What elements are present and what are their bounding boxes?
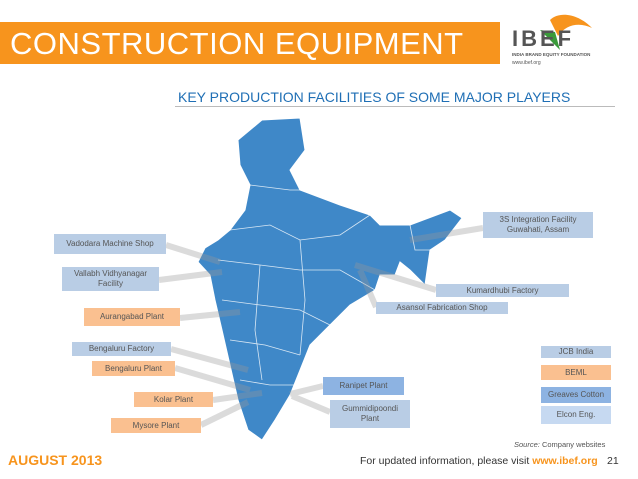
source: Source: Company websites [514,440,605,449]
legend-item: BEML [541,365,611,380]
header-band [0,22,500,64]
label-line: Kumardhubi Factory [466,285,539,295]
footer-note-text: For updated information, please visit [360,455,530,467]
label-line: Vallabh Vidhyanagar [73,269,148,278]
legend-item: Elcon Eng. [541,406,611,424]
facility-label: Asansol Fabrication Shop [376,302,508,314]
label-line: Ranipet Plant [339,381,388,390]
footer-note: For updated information, please visit ww… [360,455,598,467]
facility-label: Aurangabad Plant [84,308,180,326]
source-text: Company websites [541,440,606,449]
facility-label: Bengaluru Plant [92,361,175,376]
logo-url: www.ibef.org [512,60,541,66]
label-line: 3S Integration Facility [499,215,577,224]
label-line: Asansol Fabrication Shop [396,303,488,312]
rule [175,106,615,107]
label-line: Gummidipoondi [341,404,399,413]
label-line: Bengaluru Factory [88,344,155,353]
facility-label: 3S Integration Facility Guwahati, Assam [483,212,593,238]
logo: IBEF [512,26,575,51]
source-label: Source: [514,440,540,449]
footer-url[interactable]: www.ibef.org [532,455,598,467]
subtitle: KEY PRODUCTION FACILITIES OF SOME MAJOR … [178,89,571,105]
facility-label: Kumardhubi Factory [436,284,569,297]
label-line: Mysore Plant [132,420,180,430]
label-line: Bengaluru Plant [105,363,162,373]
facility-label: Vadodara Machine Shop [54,234,166,254]
label-line: Kolar Plant [153,394,194,404]
label-line: Vadodara Machine Shop [66,239,154,248]
label-line: Plant [360,414,380,423]
facility-label: Gummidipoondi Plant [330,400,410,428]
logo-tagline: INDIA BRAND EQUITY FOUNDATION [512,52,591,57]
footer-date: AUGUST 2013 [8,452,103,468]
facility-label: Vallabh Vidhyanagar Facility [62,267,159,291]
facility-label: Kolar Plant [134,392,213,407]
label-line: Aurangabad Plant [99,312,165,321]
facility-label: Bengaluru Factory [72,342,171,356]
legend-item: JCB India [541,346,611,358]
label-line: Guwahati, Assam [506,225,570,234]
label-line: Facility [98,279,123,288]
facility-label: Mysore Plant [111,418,201,433]
facility-label: Ranipet Plant [323,377,404,395]
page-number: 21 [607,455,619,467]
legend-item: Greaves Cotton [541,387,611,403]
header-title: CONSTRUCTION EQUIPMENT [10,26,464,61]
logo-mark [540,14,592,50]
